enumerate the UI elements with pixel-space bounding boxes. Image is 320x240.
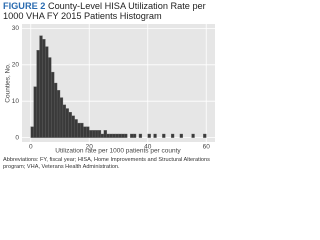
bar (56, 90, 61, 138)
bar (94, 130, 99, 138)
bar (103, 130, 107, 138)
bar (97, 130, 102, 138)
bar (147, 133, 151, 138)
figure-label: FIGURE 2 (3, 1, 46, 11)
x-tick-label: 0 (29, 144, 33, 151)
bar (124, 133, 128, 138)
bar (153, 133, 157, 138)
bar (48, 57, 52, 138)
x-axis-label: Utilization rate per 1000 patients per c… (55, 148, 181, 155)
bar (77, 122, 81, 138)
bar (130, 133, 134, 138)
bar (54, 82, 58, 138)
bar (100, 133, 105, 138)
bar (36, 50, 40, 138)
y-tick-label: 20 (12, 62, 20, 69)
bar (71, 115, 75, 138)
bar (121, 133, 125, 138)
bar (203, 133, 207, 138)
bar (51, 71, 55, 138)
y-tick-label: 10 (12, 98, 20, 105)
x-tick-label: 40 (144, 144, 152, 151)
bar (109, 133, 113, 138)
bar (83, 126, 87, 138)
bar (62, 104, 67, 138)
title-block: FIGURE 2 County-Level HISA Utilization R… (3, 1, 217, 21)
bar (68, 111, 72, 138)
bar (30, 126, 34, 138)
bar (59, 97, 64, 138)
bar (170, 133, 175, 138)
bar (112, 133, 116, 138)
bar (89, 130, 93, 138)
bar (179, 133, 183, 138)
bar (80, 122, 84, 138)
y-axis-label: Counties, No. (5, 63, 12, 103)
bar (162, 133, 166, 138)
bar (106, 133, 110, 138)
bar (118, 133, 122, 138)
bar (115, 133, 119, 138)
chart-title: County-Level HISA Utilization Rate per 1… (3, 1, 206, 21)
bar (39, 35, 43, 138)
bar (92, 130, 96, 138)
chart: Counties, No. Utilization rate per 1000 … (5, 24, 215, 155)
footnote: Abbreviations: FY, fiscal year; HISA, Ho… (3, 157, 210, 170)
bar (45, 46, 49, 138)
bar (42, 39, 46, 138)
bar (65, 108, 69, 138)
x-tick-label: 20 (86, 144, 94, 151)
bar (191, 133, 195, 138)
x-tick-label: 60 (203, 144, 211, 151)
bar (132, 133, 137, 138)
bar (74, 119, 78, 138)
bar (138, 133, 143, 138)
bar (86, 126, 90, 138)
y-tick-label: 30 (12, 25, 20, 32)
bar (33, 86, 37, 138)
y-tick-label: 0 (15, 134, 19, 141)
page: FIGURE 2 County-Level HISA Utilization R… (3, 1, 217, 170)
